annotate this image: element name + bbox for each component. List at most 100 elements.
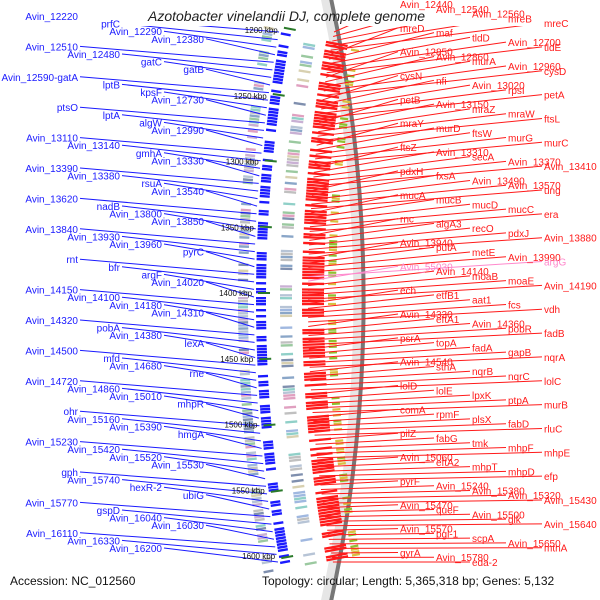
plus-strand-gene-label: ptpA [508, 396, 529, 407]
gene-block [280, 344, 293, 347]
gene-block [253, 511, 264, 516]
minus-strand-gene [276, 53, 288, 58]
plus-strand-leader-line [333, 26, 349, 33]
gene-block [350, 48, 360, 53]
plus-strand-leader-line [325, 55, 435, 83]
minus-strand-leader-line [205, 251, 255, 268]
gene-block [240, 208, 251, 212]
gene-block [329, 242, 338, 246]
plus-strand-leader-line [308, 265, 399, 282]
plus-strand-leader-line [333, 26, 374, 38]
plus-strand-leader-line [314, 423, 507, 432]
genome-title: Azotobacter vinelandii DJ, complete geno… [148, 8, 426, 24]
plus-strand-gene [323, 55, 346, 62]
minus-strand-gene-label: Avin_15740 [67, 476, 120, 487]
gene-block [336, 447, 345, 451]
gene-block [329, 234, 338, 237]
gene-block [282, 211, 295, 215]
minus-strand-leader-line [205, 463, 266, 480]
gene-block [245, 451, 257, 455]
minus-strand-leader-line [163, 243, 255, 260]
plus-strand-gene-label: tldE [544, 43, 562, 54]
minus-strand-leader-line [205, 159, 260, 177]
minus-strand-gene [270, 500, 281, 504]
plus-strand-leader-line [325, 518, 507, 522]
gene-block [282, 217, 295, 221]
minus-strand-gene [269, 98, 281, 103]
plus-strand-gene [302, 265, 325, 268]
minus-strand-leader-line [140, 26, 278, 41]
plus-strand-leader-line [310, 380, 543, 391]
minus-strand-gene [267, 119, 278, 124]
plus-strand-gene [322, 61, 345, 68]
plus-strand-gene-label: petB [400, 95, 421, 106]
minus-strand-gene-label: Avin_12480 [67, 50, 120, 61]
plus-strand-gene [313, 119, 336, 125]
minus-strand-leader-line [205, 190, 258, 207]
plus-strand-gene [323, 52, 346, 59]
plus-strand-gene-label: fadA [472, 343, 493, 354]
plus-strand-gene-label: efp [544, 472, 558, 483]
plus-strand-gene [302, 348, 325, 352]
gene-block [290, 467, 303, 471]
gene-block [249, 117, 260, 121]
plus-strand-leader-line [312, 404, 543, 414]
minus-strand-gene-label: hexR-2 [130, 483, 163, 494]
minus-strand-gene-label: lexA [185, 339, 205, 350]
plus-strand-gene-label: murB [544, 401, 568, 412]
gene-block [294, 499, 307, 504]
plus-strand-leader-line [308, 318, 435, 332]
minus-strand-gene-label: gatB [183, 65, 204, 76]
gene-block [280, 297, 293, 300]
plus-strand-gene-label: Avin_14360 [472, 320, 525, 331]
plus-strand-gene-label: Avin_15470 [400, 501, 453, 512]
plus-strand-gene-label: nqrC [508, 372, 530, 383]
plus-strand-leader-line [308, 332, 543, 346]
plus-strand-leader-line [332, 26, 411, 42]
plus-strand-gene [302, 302, 325, 306]
gene-block [329, 371, 338, 374]
gene-block [240, 214, 251, 218]
minus-strand-leader-line [205, 494, 270, 510]
plus-strand-gene-label: eda-2 [472, 558, 498, 569]
plus-strand-leader-line [327, 41, 507, 69]
minus-strand-gene [263, 146, 275, 151]
plus-strand-gene-label: petA [544, 91, 565, 102]
plus-strand-gene-label: ftsW [472, 129, 493, 140]
minus-strand-gene [274, 65, 286, 70]
plus-strand-gene-label: murC [544, 138, 568, 149]
gene-block [280, 308, 293, 312]
gene-block [238, 251, 249, 255]
plus-strand-gene-label: mucC [508, 205, 534, 216]
plus-strand-gene-label: rpmF [436, 410, 459, 421]
plus-strand-gene-label: Avin_15570 [400, 525, 453, 536]
plus-strand-gene-label: Avin_13310 [436, 148, 489, 159]
minus-strand-gene [260, 188, 271, 192]
gene-block [245, 147, 256, 152]
plus-strand-leader-line [320, 480, 399, 486]
minus-strand-gene [271, 89, 282, 94]
minus-strand-gene-label: pyrC [183, 248, 204, 259]
kbp-tick [263, 423, 276, 427]
minus-strand-leader-line [79, 258, 255, 275]
minus-strand-gene-label: Avin_12510 [25, 42, 78, 53]
minus-strand-leader-line [121, 83, 268, 101]
gene-block [287, 152, 300, 156]
minus-strand-leader-line [121, 479, 268, 495]
minus-strand-gene [257, 236, 268, 240]
minus-strand-gene-label: Avin_16110 [26, 529, 78, 540]
minus-strand-gene [261, 419, 272, 423]
plus-strand-leader-line [328, 32, 435, 60]
minus-strand-leader-line [121, 53, 273, 71]
minus-strand-leader-line [79, 76, 269, 94]
plus-strand-gene [317, 503, 340, 510]
gene-block [328, 339, 337, 343]
gene-block [339, 117, 349, 121]
minus-strand-gene [256, 344, 267, 348]
plus-strand-gene [314, 480, 337, 486]
minus-strand-leader-line [79, 441, 263, 457]
plus-strand-leader-line [308, 337, 399, 350]
plus-strand-leader-line [311, 394, 471, 404]
plus-strand-gene-label: nqrA [544, 353, 565, 364]
minus-strand-gene [263, 149, 274, 154]
